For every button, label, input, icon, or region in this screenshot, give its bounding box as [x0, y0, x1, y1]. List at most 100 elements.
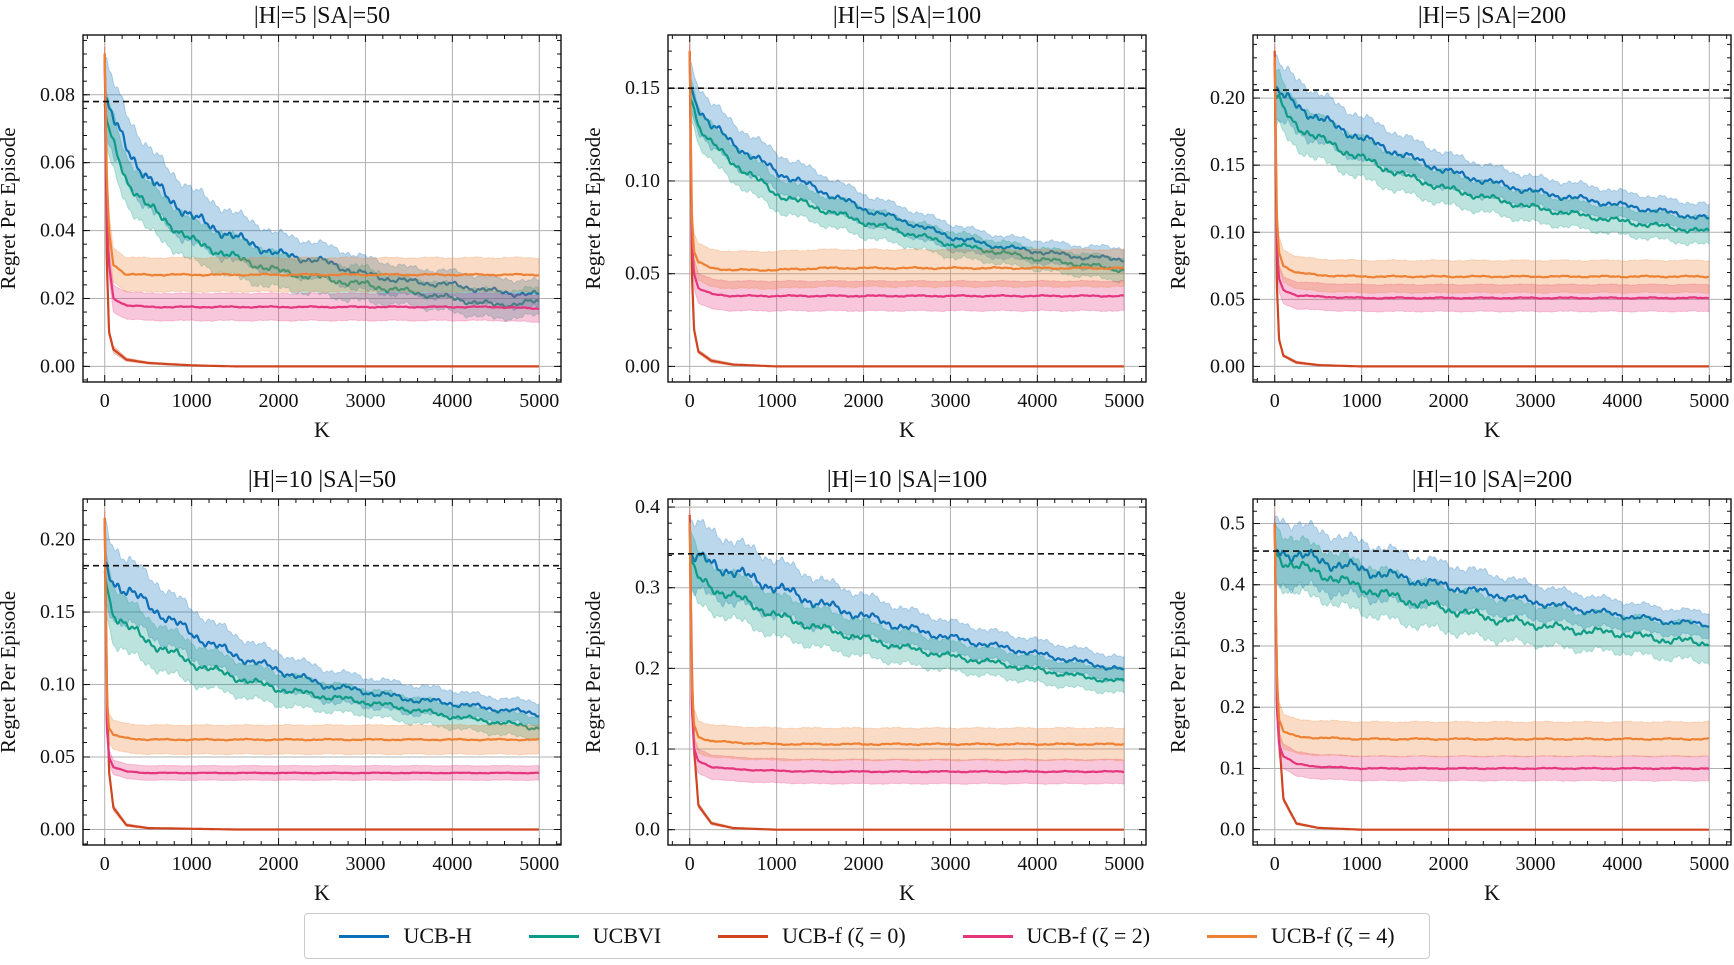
x-tick-label: 5000 — [1689, 853, 1729, 875]
plot-area — [103, 500, 540, 831]
x-tick-label: 5000 — [1104, 853, 1144, 875]
y-tick-label: 0.4 — [1220, 574, 1245, 596]
y-tick-label: 0.4 — [635, 496, 660, 518]
legend-swatch — [339, 934, 390, 938]
band-ucb-f-4 — [104, 35, 540, 294]
x-axis-label: K — [314, 417, 330, 442]
x-tick-label: 2000 — [259, 390, 299, 412]
y-tick-label: 0.04 — [40, 220, 75, 242]
line-ucb-h — [103, 96, 539, 299]
band-ucb-f-2 — [104, 47, 540, 323]
axes-frame — [1252, 498, 1732, 846]
x-tick-label: 0 — [685, 853, 695, 875]
plot-area — [1273, 505, 1710, 831]
subplot-title: |H|=10 |SA|=50 — [248, 467, 396, 493]
band-ucb-f-2 — [689, 37, 1125, 313]
line-ucb-f-4 — [1273, 524, 1710, 742]
band-ucb-f-2 — [1274, 44, 1710, 313]
line-ucb-f-2 — [103, 60, 539, 310]
subplot-4: 0 1000 2000 3000 4000 5000 0.00 0.05 0.10 0.15 0.2… — [0, 467, 562, 905]
x-axis-label: K — [899, 880, 915, 905]
x-tick-label: 0 — [1270, 390, 1280, 412]
x-tick-label: 1000 — [172, 853, 212, 875]
line-ucb-f-0 — [688, 514, 1124, 831]
x-tick-label: 1000 — [1342, 390, 1382, 412]
y-axis-label: Regret Per Episode — [581, 591, 605, 753]
band-ucb-f-4 — [689, 505, 1125, 762]
y-tick-label: 0.3 — [1220, 635, 1245, 657]
line-ucb-f-4 — [688, 522, 1124, 747]
x-tick-label: 5000 — [519, 390, 559, 412]
band-ucb-f-2 — [1274, 510, 1710, 782]
y-tick-label: 0.00 — [1210, 355, 1245, 377]
legend-item-ucb-f-0: UCB-f (ζ = 0) — [718, 923, 906, 949]
line-ucb-h — [689, 85, 1125, 263]
line-ucb-f-0 — [1273, 523, 1709, 831]
x-tick-label: 3000 — [930, 853, 970, 875]
x-tick-label: 0 — [100, 853, 110, 875]
y-tick-label: 0.0 — [1220, 819, 1245, 841]
axes-frame — [1252, 34, 1732, 383]
legend-label: UCBVI — [592, 923, 662, 948]
subplot-title: |H|=5 |SA|=50 — [254, 3, 390, 29]
line-ucbvi — [688, 94, 1125, 274]
band-ucb-h — [104, 56, 540, 312]
x-tick-label: 3000 — [345, 853, 385, 875]
axes-frame — [82, 498, 562, 846]
x-tick-label: 1000 — [1342, 853, 1382, 875]
y-tick-label: 0.15 — [40, 601, 75, 623]
x-tick-label: 2000 — [1429, 853, 1469, 875]
x-tick-label: 3000 — [345, 390, 385, 412]
line-ucbvi — [1273, 548, 1710, 647]
y-tick-label: 0.20 — [40, 529, 75, 551]
legend-label: UCB-f (ζ = 2) — [1026, 923, 1151, 948]
line-ucb-f-2 — [688, 51, 1125, 298]
x-tick-label: 4000 — [432, 390, 472, 412]
line-ucb-f-4 — [688, 50, 1125, 272]
plot-area — [103, 35, 540, 368]
y-tick-label: 0.1 — [635, 738, 660, 760]
x-tick-label: 2000 — [1429, 390, 1469, 412]
legend-label: UCB-f (ζ = 4) — [1270, 923, 1395, 948]
y-tick-label: 0.10 — [625, 170, 660, 192]
y-axis-label: Regret Per Episode — [581, 127, 605, 289]
line-ucb-f-2 — [688, 522, 1125, 774]
x-axis-label: K — [314, 880, 330, 905]
x-tick-label: 5000 — [1689, 390, 1729, 412]
y-tick-label: 0.2 — [1220, 696, 1245, 718]
subplot-title: |H|=5 |SA|=100 — [833, 3, 981, 29]
line-ucbvi — [103, 571, 540, 731]
x-tick-label: 0 — [685, 390, 695, 412]
line-ucb-h — [1274, 548, 1710, 628]
legend-label: UCB-f (ζ = 0) — [782, 923, 906, 948]
line-ucbvi — [1273, 91, 1710, 234]
band-ucbvi — [104, 76, 540, 322]
band-ucb-f-4 — [1274, 41, 1710, 295]
y-tick-label: 0.1 — [1220, 757, 1245, 779]
legend-swatch — [528, 934, 579, 938]
line-ucb-f-2 — [1273, 57, 1710, 300]
band-ucbvi — [689, 526, 1125, 695]
x-tick-label: 0 — [100, 390, 110, 412]
axes-frame — [667, 498, 1147, 846]
subplot-2: 0 1000 2000 3000 4000 5000 0.00 0.05 0.10 0.15 |H|… — [581, 3, 1147, 442]
x-tick-label: 5000 — [519, 853, 559, 875]
band-ucb-f-4 — [1274, 505, 1710, 758]
subplot-5: 0 1000 2000 3000 4000 5000 0.0 0.1 0.2 0.3 0.4 |H|=… — [581, 467, 1147, 905]
band-ucbvi — [1274, 64, 1710, 247]
subplot-title: |H|=10 |SA|=100 — [827, 467, 987, 493]
legend-item-ucbvi: UCBVI — [528, 923, 662, 949]
x-tick-label: 2000 — [844, 390, 884, 412]
plot-area — [688, 35, 1125, 368]
band-ucb-f-0 — [689, 45, 1124, 367]
x-tick-label: 3000 — [930, 390, 970, 412]
band-ucb-f-4 — [689, 35, 1125, 290]
x-axis-label: K — [899, 417, 915, 442]
x-axis-label: K — [1484, 417, 1500, 442]
x-tick-label: 1000 — [757, 390, 797, 412]
subplot-title: |H|=10 |SA|=200 — [1412, 467, 1572, 493]
y-axis-label: Regret Per Episode — [1166, 591, 1190, 753]
y-tick-label: 0.5 — [1220, 512, 1245, 534]
x-tick-label: 5000 — [1104, 390, 1144, 412]
